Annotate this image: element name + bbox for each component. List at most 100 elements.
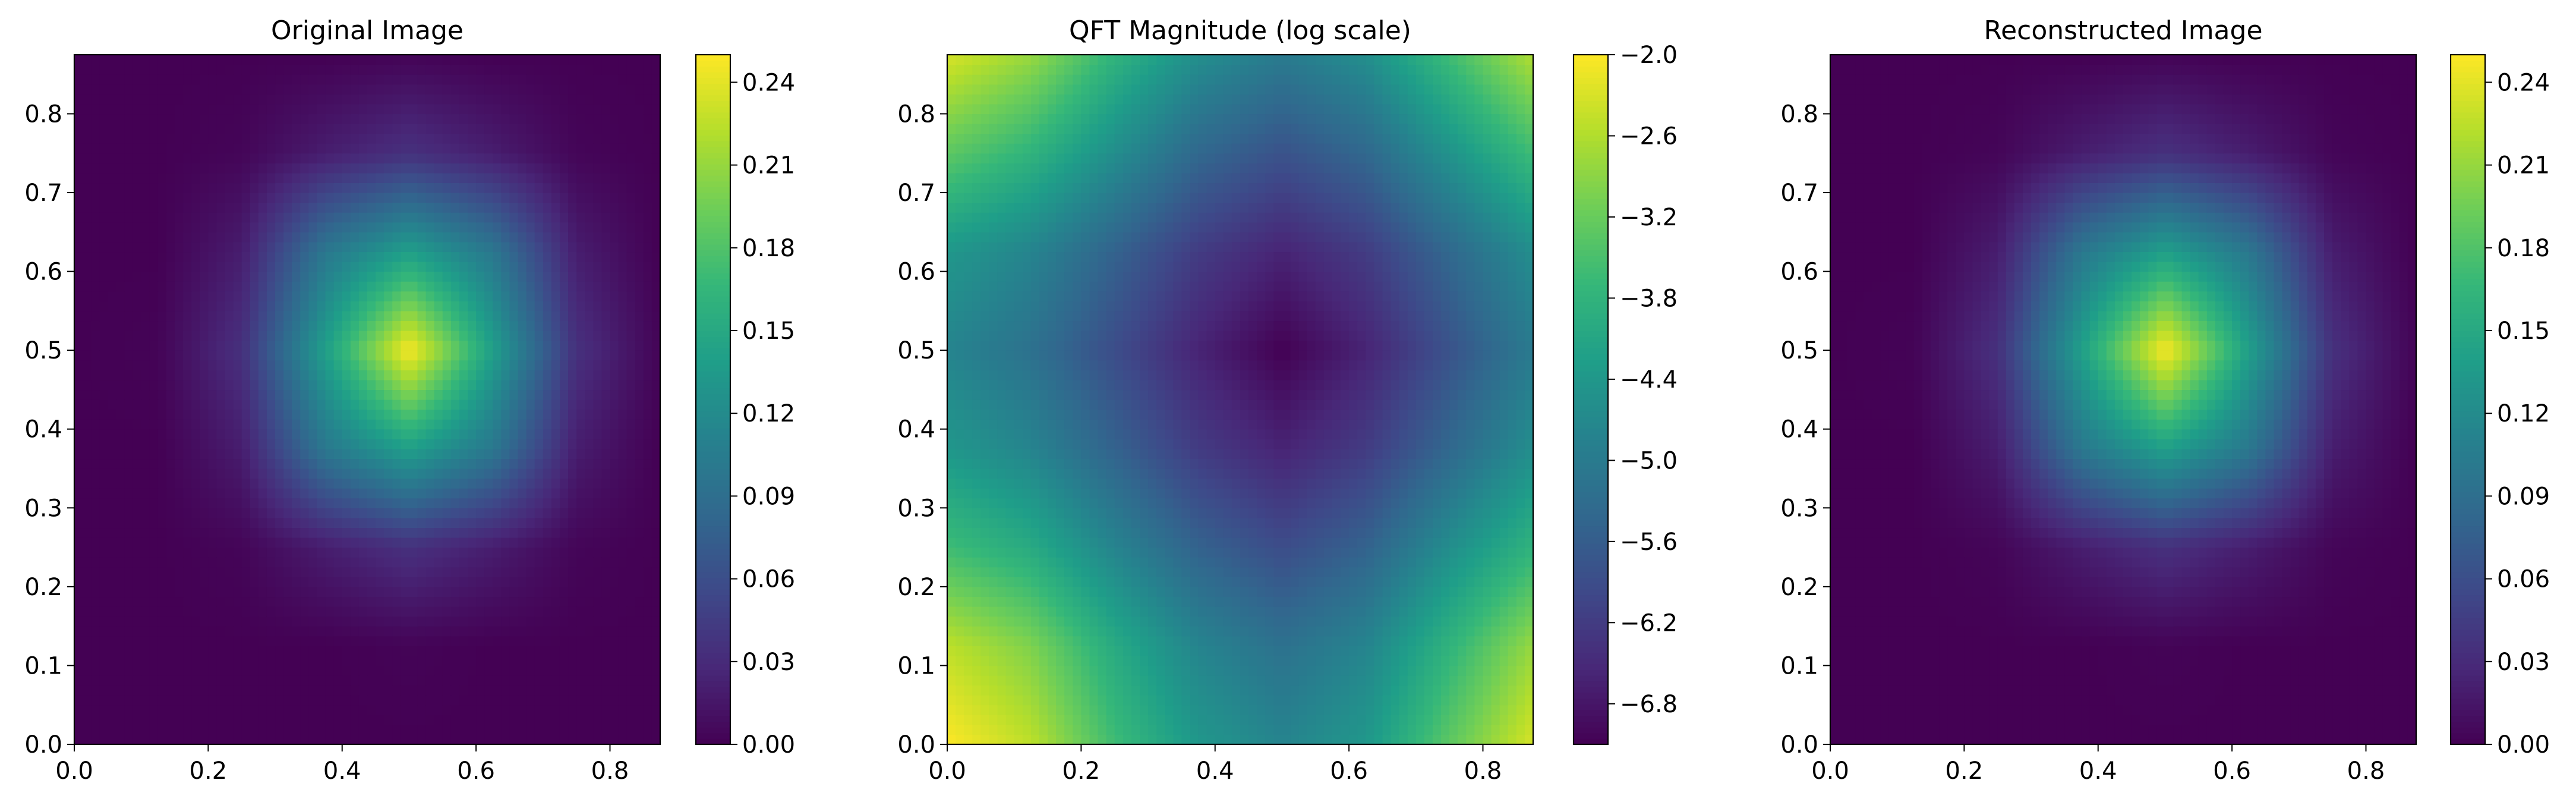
heatmap-cell bbox=[283, 103, 292, 115]
heatmap-cell bbox=[183, 527, 192, 538]
heatmap-cell bbox=[484, 310, 493, 322]
heatmap-cell bbox=[376, 557, 384, 568]
heatmap-cell bbox=[183, 84, 192, 95]
heatmap-cell bbox=[74, 646, 83, 656]
heatmap-cell bbox=[333, 439, 343, 449]
heatmap-cell bbox=[434, 331, 443, 341]
heatmap-cell bbox=[258, 163, 267, 174]
heatmap-cell bbox=[459, 655, 468, 666]
heatmap-cell bbox=[493, 400, 502, 410]
heatmap-cell bbox=[91, 124, 100, 134]
heatmap-cell bbox=[300, 183, 309, 193]
heatmap-cell bbox=[618, 193, 628, 203]
heatmap-cell bbox=[543, 537, 552, 548]
heatmap-cell bbox=[417, 468, 427, 479]
heatmap-cell bbox=[417, 389, 427, 400]
heatmap-cell bbox=[191, 202, 200, 213]
heatmap-cell bbox=[99, 281, 108, 292]
heatmap-cell bbox=[559, 488, 569, 499]
heatmap-cell bbox=[241, 74, 251, 85]
heatmap-cell bbox=[409, 586, 418, 597]
heatmap-cell bbox=[384, 429, 393, 439]
heatmap-cell bbox=[459, 370, 468, 380]
heatmap-cell bbox=[459, 715, 468, 725]
heatmap-cell bbox=[392, 675, 401, 686]
heatmap-cell bbox=[99, 498, 108, 508]
heatmap-cell bbox=[300, 537, 309, 548]
heatmap-cell bbox=[149, 636, 159, 646]
heatmap-cell bbox=[534, 429, 544, 439]
heatmap-cell bbox=[601, 222, 611, 232]
heatmap-cell bbox=[442, 606, 452, 617]
heatmap-cell bbox=[266, 163, 276, 174]
heatmap-cell bbox=[233, 508, 242, 518]
heatmap-cell bbox=[233, 616, 242, 627]
heatmap-cell bbox=[325, 537, 335, 548]
heatmap-cell bbox=[266, 74, 276, 85]
heatmap-cell bbox=[526, 143, 535, 154]
heatmap-cell bbox=[635, 64, 644, 75]
heatmap-cell bbox=[108, 241, 117, 253]
heatmap-cell bbox=[618, 616, 628, 627]
heatmap-cell bbox=[200, 567, 209, 577]
heatmap-cell bbox=[643, 370, 652, 380]
heatmap-cell bbox=[275, 143, 284, 154]
heatmap-cell bbox=[200, 537, 209, 548]
heatmap-cell bbox=[166, 636, 175, 646]
heatmap-cell bbox=[250, 616, 259, 627]
heatmap-cell bbox=[651, 251, 661, 262]
heatmap-cell bbox=[74, 262, 83, 272]
heatmap-cell bbox=[384, 448, 393, 460]
heatmap-cell bbox=[367, 586, 376, 597]
heatmap-cell bbox=[618, 665, 628, 676]
heatmap-cell bbox=[626, 596, 636, 607]
heatmap-cell bbox=[258, 439, 267, 449]
heatmap-cell bbox=[367, 429, 376, 439]
heatmap-cell bbox=[200, 241, 209, 253]
heatmap-cell bbox=[308, 301, 318, 312]
heatmap-cell bbox=[250, 74, 259, 85]
heatmap-cell bbox=[643, 133, 652, 144]
heatmap-cell bbox=[626, 389, 636, 400]
heatmap-cell bbox=[376, 291, 384, 301]
heatmap-cell bbox=[350, 193, 360, 203]
heatmap-cell bbox=[518, 212, 527, 223]
heatmap-cell bbox=[233, 124, 242, 134]
heatmap-cell bbox=[450, 114, 460, 124]
heatmap-cell bbox=[216, 488, 226, 499]
heatmap-cell bbox=[401, 331, 410, 341]
heatmap-cell bbox=[200, 94, 209, 105]
heatmap-cell bbox=[585, 577, 594, 587]
colorbar-segment bbox=[696, 589, 730, 596]
heatmap-cell bbox=[233, 153, 242, 163]
heatmap-cell bbox=[183, 271, 192, 282]
heatmap-cell bbox=[83, 400, 92, 410]
heatmap-cell bbox=[99, 695, 108, 706]
heatmap-cell bbox=[484, 281, 493, 292]
heatmap-cell bbox=[241, 557, 251, 568]
heatmap-cell bbox=[376, 172, 384, 184]
heatmap-cell bbox=[585, 567, 594, 577]
heatmap-cell bbox=[74, 163, 83, 174]
heatmap-cell bbox=[333, 557, 343, 568]
heatmap-cell bbox=[576, 183, 585, 193]
heatmap-cell bbox=[450, 212, 460, 223]
heatmap-cell bbox=[651, 133, 661, 144]
heatmap-cell bbox=[124, 379, 134, 391]
heatmap-cell bbox=[83, 163, 92, 174]
heatmap-cell bbox=[157, 646, 167, 656]
heatmap-cell bbox=[384, 508, 393, 518]
heatmap-cell bbox=[358, 636, 368, 646]
heatmap-cell bbox=[241, 655, 251, 666]
heatmap-cell bbox=[576, 409, 585, 420]
heatmap-cell bbox=[233, 94, 242, 105]
heatmap-cell bbox=[157, 262, 167, 272]
heatmap-cell bbox=[459, 193, 468, 203]
heatmap-cell bbox=[442, 222, 452, 232]
heatmap-cell bbox=[350, 251, 360, 262]
heatmap-cell bbox=[376, 143, 384, 154]
heatmap-cell bbox=[108, 360, 117, 370]
heatmap-cell bbox=[651, 183, 661, 193]
heatmap-cell bbox=[476, 55, 485, 65]
heatmap-cell bbox=[576, 606, 585, 617]
